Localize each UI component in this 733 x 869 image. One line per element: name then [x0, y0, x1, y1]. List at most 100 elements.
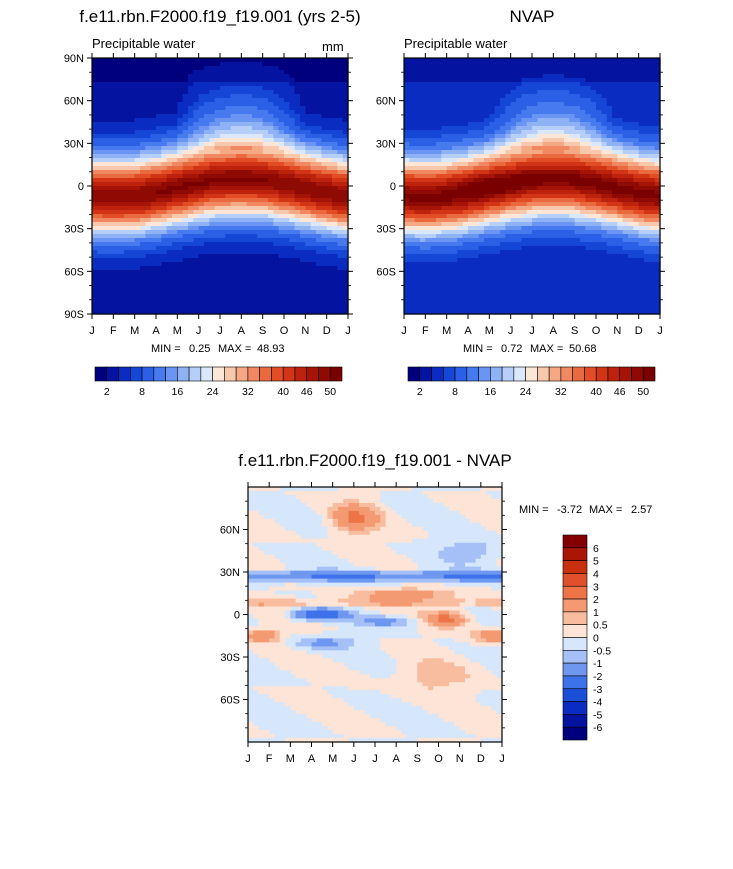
diff-colorbar-cell — [562, 637, 588, 651]
model-ytick-label: 60N — [64, 96, 84, 108]
model-colorbar-label: 24 — [207, 386, 219, 398]
diff-min-value: -3.72 — [557, 504, 582, 516]
diff-colorbar-cell — [562, 611, 588, 625]
model-xtick-label: J — [89, 325, 95, 337]
diff-xtick-label: N — [456, 753, 464, 765]
diff-colorbar-cell — [562, 688, 588, 702]
model-ytick-label: 90N — [64, 53, 84, 65]
nvap-ytick-label: 0 — [390, 181, 396, 193]
nvap-subtitle: Precipitable water — [404, 36, 508, 51]
nvap-min-label: MIN = — [463, 343, 493, 355]
diff-colorbar-label: 5 — [593, 556, 599, 568]
model-min-value: 0.25 — [189, 343, 210, 355]
model-colorbar-cell — [235, 366, 249, 382]
nvap-colorbar-cell — [466, 366, 479, 382]
diff-xtick-label: M — [286, 753, 295, 765]
model-colorbar-label: 32 — [242, 386, 254, 398]
nvap-xtick-label: N — [613, 325, 621, 337]
diff-colorbar-cell — [562, 714, 588, 728]
model-xtick-label: S — [259, 325, 266, 337]
diff-colorbar-label: -5 — [593, 709, 602, 721]
model-colorbar-cell — [129, 366, 143, 382]
nvap-xtick-label: M — [442, 325, 451, 337]
model-xtick-label: D — [323, 325, 331, 337]
diff-ytick-label: 0 — [234, 610, 240, 622]
nvap-colorbar-cell — [595, 366, 609, 382]
model-colorbar-cell — [200, 366, 213, 382]
diff-ytick-label: 60N — [220, 525, 240, 537]
diff-colorbar-label: -4 — [593, 697, 602, 709]
diff-colorbar-label: 0 — [593, 633, 599, 645]
nvap-colorbar-cell — [478, 366, 491, 382]
diff-xtick-label: J — [245, 753, 251, 765]
diff-colorbar-label: 1 — [593, 607, 599, 619]
diff-max-label: MAX = — [589, 504, 622, 516]
nvap-colorbar-cell — [442, 366, 456, 382]
model-xtick-label: M — [173, 325, 182, 337]
diff-colorbar-cell — [562, 650, 588, 664]
diff-xtick-label: J — [351, 753, 357, 765]
nvap-xtick-label: F — [422, 325, 429, 337]
diff-colorbar-label: -1 — [593, 658, 602, 670]
diff-colorbar-cell — [562, 598, 588, 613]
diff-colorbar-label: 4 — [593, 568, 599, 580]
model-colorbar-cell — [259, 366, 272, 382]
model-colorbar-cell — [212, 366, 225, 382]
diff-xtick-label: D — [477, 753, 485, 765]
model-field — [92, 58, 349, 315]
nvap-xtick-label: J — [401, 325, 407, 337]
model-colorbar-label: 2 — [104, 386, 110, 398]
diff-colorbar-cell — [562, 624, 588, 638]
model-colorbar-cell — [294, 366, 308, 382]
diff-colorbar-cell — [562, 675, 588, 690]
model-xtick-label: J — [196, 325, 202, 337]
model-colorbar-cell — [188, 366, 202, 382]
model-xtick-label: A — [152, 325, 160, 337]
diff-xtick-label: F — [266, 753, 273, 765]
model-max-label: MAX = — [218, 343, 251, 355]
panel-right-title: NVAP — [509, 7, 554, 26]
diff-colorbar-cell — [562, 701, 588, 715]
nvap-ytick-label: 30S — [376, 224, 396, 236]
nvap-xtick-label: S — [571, 325, 578, 337]
nvap-max-value: 50.68 — [569, 343, 597, 355]
nvap-colorbar-cell — [548, 366, 562, 382]
diff-ytick-label: 60S — [220, 695, 240, 707]
diff-xtick-label: J — [499, 753, 505, 765]
nvap-colorbar-cell — [490, 366, 503, 382]
model-colorbar-label: 50 — [324, 386, 336, 398]
nvap-xtick-label: A — [464, 325, 472, 337]
nvap-colorbar-label: 2 — [417, 386, 423, 398]
nvap-xtick-label: J — [657, 325, 663, 337]
model-colorbar-cell — [271, 366, 284, 382]
model-xtick-label: O — [280, 325, 289, 337]
model-colorbar-cell — [118, 366, 131, 382]
model-max-value: 48.93 — [257, 343, 285, 355]
nvap-xtick-label: M — [485, 325, 494, 337]
nvap-colorbar-label: 24 — [520, 386, 532, 398]
diff-colorbar-label: 2 — [593, 594, 599, 606]
model-xtick-label: J — [217, 325, 223, 337]
model-colorbar-cell — [106, 366, 119, 382]
model-min-label: MIN = — [151, 343, 181, 355]
nvap-colorbar-cell — [501, 366, 515, 382]
nvap-colorbar-cell — [607, 366, 621, 382]
diff-colorbar-label: 0.5 — [593, 620, 608, 632]
model-xtick-label: M — [130, 325, 139, 337]
panel-left-title: f.e11.rbn.F2000.f19_f19.001 (yrs 2-5) — [79, 7, 360, 26]
model-xtick-label: J — [345, 325, 351, 337]
model-colorbar-cell — [165, 366, 178, 382]
diff-colorbar-cell — [562, 534, 588, 549]
diff-xtick-label: A — [392, 753, 400, 765]
nvap-colorbar-cell — [619, 366, 632, 382]
diff-ytick-label: 30S — [220, 652, 240, 664]
nvap-colorbar-cell — [431, 366, 444, 382]
nvap-xtick-label: O — [592, 325, 601, 337]
diff-colorbar-label: -6 — [593, 722, 602, 734]
diff-xtick-label: S — [414, 753, 421, 765]
nvap-colorbar-cell — [560, 366, 573, 382]
nvap-colorbar-label: 46 — [614, 386, 626, 398]
model-colorbar-cell — [306, 366, 319, 382]
nvap-colorbar-cell — [525, 366, 538, 382]
nvap-colorbar-cell — [642, 366, 656, 382]
